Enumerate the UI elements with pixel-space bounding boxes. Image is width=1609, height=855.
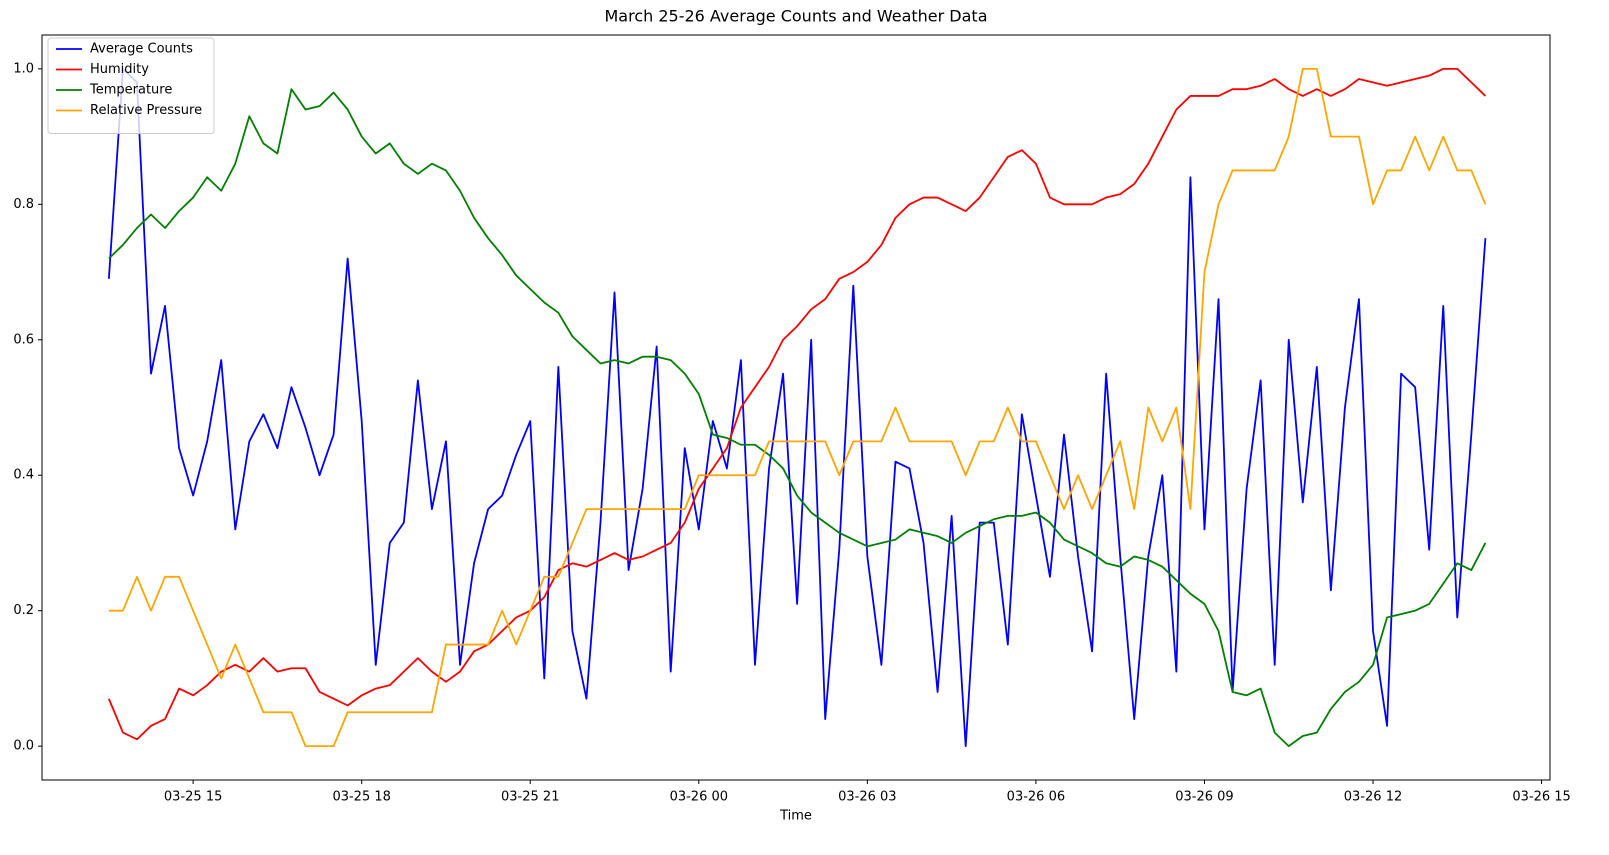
series-line [108,88,1487,748]
y-tick-label: 0.0 [13,739,34,754]
series-line [108,67,1487,748]
legend-label: Humidity [90,62,149,77]
legend-label: Relative Pressure [90,103,202,118]
x-axis-label: Time [779,809,812,824]
x-tick-label: 03-26 15 [1512,790,1570,805]
y-tick-label: 0.2 [13,603,34,618]
chart-title: March 25-26 Average Counts and Weather D… [604,7,987,26]
y-tick-label: 0.8 [13,197,34,212]
legend-label: Average Counts [90,42,193,57]
x-tick-label: 03-26 06 [1007,790,1065,805]
x-tick-label: 03-25 18 [332,790,390,805]
y-tick-label: 1.0 [13,61,34,76]
x-tick-label: 03-26 03 [838,790,896,805]
y-tick-label: 0.6 [13,332,34,347]
legend-label: Temperature [89,83,172,98]
x-tick-label: 03-25 21 [501,790,559,805]
y-tick-label: 0.4 [13,468,34,483]
x-tick-label: 03-25 15 [164,790,222,805]
x-tick-label: 03-26 09 [1175,790,1233,805]
series-line [108,67,1487,741]
legend-box [47,37,215,134]
x-tick-label: 03-26 00 [670,790,728,805]
x-tick-label: 03-26 12 [1344,790,1402,805]
plot-frame [41,34,1551,781]
legend: Average Counts Humidity Temperature Relativ… [47,37,215,134]
series-line [107,67,1487,748]
